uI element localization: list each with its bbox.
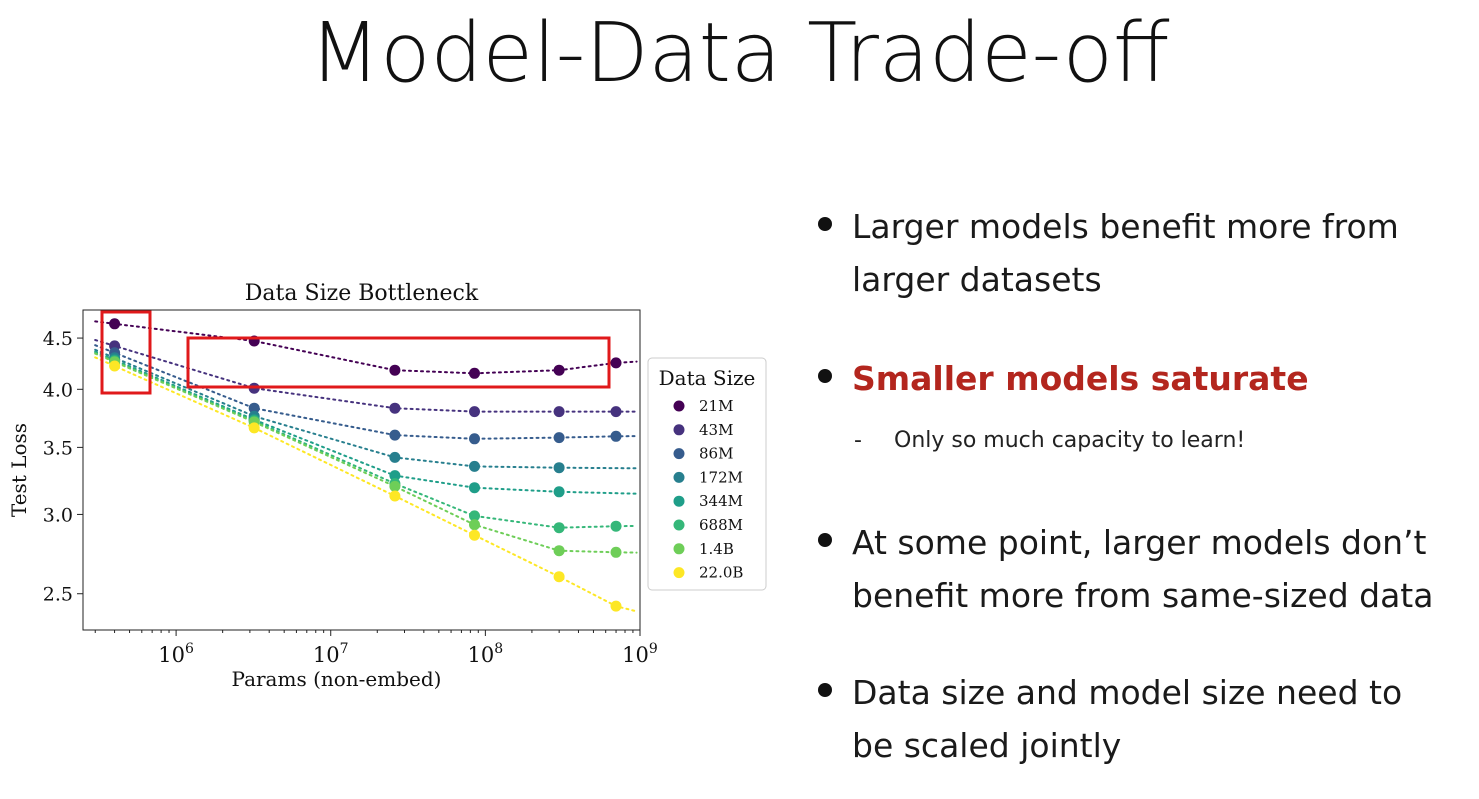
bullet-line: At some point, larger models don’t <box>852 523 1427 562</box>
data-point-22.0B <box>109 360 121 372</box>
legend-marker <box>673 543 685 555</box>
data-point-344M <box>553 486 565 498</box>
legend-marker <box>673 448 685 460</box>
data-point-86M <box>389 429 401 441</box>
bullet-item-highlighted: Smaller models saturate <box>818 352 1309 405</box>
y-axis-label: Test Loss <box>7 423 31 517</box>
x-tick-label: 109 <box>622 641 658 667</box>
highlight-box-saturation <box>186 336 611 389</box>
fit-line-86M <box>94 344 638 440</box>
data-point-172M <box>553 462 565 474</box>
plot-frame <box>82 309 641 631</box>
x-tick-label: 108 <box>468 641 504 667</box>
data-point-86M <box>553 432 565 444</box>
data-point-688M <box>469 510 480 522</box>
bullet-line: benefit more from same-sized data <box>852 576 1434 615</box>
slide-title: Model-Data Trade-off <box>309 6 1170 101</box>
data-point-172M <box>389 451 401 463</box>
bullet-dot-icon <box>818 683 832 697</box>
bullet-line: Data size and model size need to <box>852 673 1403 712</box>
data-point-21M <box>553 364 565 376</box>
bullet-item: Data size and model size need to be scal… <box>818 666 1402 772</box>
scatter-chart: Data Size Bottleneck 2.5 3.0 3.5 4.0 4.5 106 10… <box>7 281 767 691</box>
data-point-43M <box>389 402 401 414</box>
bullet-item: At some point, larger models don’t benef… <box>818 516 1433 622</box>
data-point-21M <box>389 364 401 376</box>
legend-label: 1.4B <box>699 540 734 558</box>
legend-box <box>647 357 767 591</box>
legend-label: 172M <box>699 468 743 486</box>
legend-marker <box>673 471 685 483</box>
legend-label: 21M <box>699 397 733 415</box>
data-point-22.0B <box>389 490 401 502</box>
fit-line-43M <box>94 339 638 413</box>
bullet-dot-icon <box>818 217 832 231</box>
data-point-43M <box>553 406 565 418</box>
legend-marker <box>673 424 685 436</box>
legend-marker <box>673 567 685 579</box>
y-tick-label: 2.5 <box>43 584 73 606</box>
bullet-line: Smaller models saturate <box>852 359 1309 398</box>
legend-label: 344M <box>699 492 743 510</box>
data-point-172M <box>469 460 480 472</box>
data-point-344M <box>469 482 480 494</box>
legend-marker <box>673 400 685 412</box>
y-tick-label: 3.0 <box>43 504 73 526</box>
data-point-43M <box>469 406 480 418</box>
data-point-1.4B <box>389 480 401 492</box>
fit-line-22.0B <box>94 356 638 613</box>
data-point-86M <box>248 402 260 414</box>
y-tick-label: 4.5 <box>43 328 73 350</box>
bullet-item: Larger models benefit more from larger d… <box>818 200 1399 306</box>
legend-label: 43M <box>699 421 733 439</box>
sub-bullet-marker: - <box>854 428 862 453</box>
legend-label: 688M <box>699 516 743 534</box>
data-point-21M <box>469 367 480 379</box>
legend-marker <box>673 495 685 507</box>
y-tick-label: 4.0 <box>43 379 73 401</box>
data-point-688M <box>553 522 565 534</box>
legend-label: 22.0B <box>699 564 743 582</box>
data-point-43M <box>610 406 622 418</box>
fit-line-688M <box>94 351 638 529</box>
highlight-box-small-models <box>100 310 152 395</box>
data-point-22.0B <box>469 529 480 541</box>
sub-bullet: - Only so much capacity to learn! <box>854 428 1245 453</box>
data-point-22.0B <box>610 600 622 612</box>
legend-label: 86M <box>699 445 733 463</box>
legend-marker <box>673 519 685 531</box>
data-point-22.0B <box>248 422 260 434</box>
chart-title: Data Size Bottleneck <box>245 281 479 306</box>
data-point-1.4B <box>553 545 565 557</box>
bullet-line: larger datasets <box>852 260 1102 299</box>
fit-line-1.4B <box>94 352 638 554</box>
legend-title: Data Size <box>659 366 756 390</box>
data-point-1.4B <box>469 519 480 531</box>
bullet-dot-icon <box>818 533 832 547</box>
data-point-344M <box>389 470 401 482</box>
data-point-21M <box>109 318 121 330</box>
data-point-1.4B <box>610 546 622 558</box>
sub-bullet-text: Only so much capacity to learn! <box>894 428 1246 453</box>
data-point-22.0B <box>553 571 565 583</box>
bullet-dot-icon <box>818 369 832 383</box>
x-tick-label: 106 <box>158 641 194 667</box>
data-point-86M <box>469 433 480 445</box>
x-axis-label: Params (non-embed) <box>232 667 442 691</box>
data-point-21M <box>610 357 622 369</box>
data-point-688M <box>610 520 622 532</box>
x-tick-label: 107 <box>313 641 349 667</box>
bullet-line: Larger models benefit more from <box>852 207 1399 246</box>
y-tick-label: 3.5 <box>43 437 73 459</box>
data-point-86M <box>610 430 622 442</box>
fit-line-21M <box>94 320 638 375</box>
bullet-line: be scaled jointly <box>852 726 1122 765</box>
